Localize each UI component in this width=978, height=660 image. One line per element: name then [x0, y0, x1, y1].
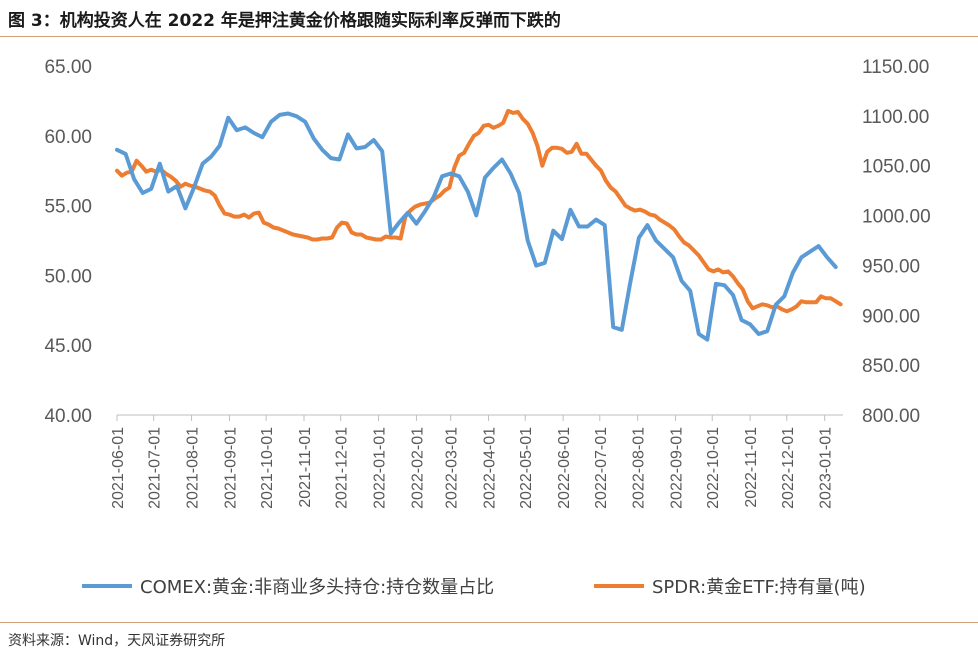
- x-tick-label: 2021-10-01: [259, 427, 276, 509]
- x-tick-label: 2022-07-01: [593, 427, 610, 509]
- x-tick-label: 2022-12-01: [780, 427, 797, 509]
- y-right-tick-label: 800.00: [862, 406, 920, 427]
- x-tick-label: 2023-01-01: [818, 427, 835, 509]
- chart-canvas: 2021-06-01 2021-07-01 2021-08-01 2021-09-01…: [44, 57, 931, 598]
- y-left-tick-label: 50.00: [44, 266, 92, 287]
- y-right-tick-label: 1000.00: [862, 207, 931, 228]
- source-note: 资料来源：Wind，天风证券研究所: [8, 633, 226, 649]
- x-tick-label: 2021-09-01: [222, 427, 239, 509]
- y-right-tick-label: 950.00: [862, 256, 920, 277]
- x-tick-label: 2022-01-01: [372, 427, 389, 509]
- x-tick-label: 2021-11-01: [297, 427, 314, 508]
- y-right-tick-label: 1100.00: [862, 107, 929, 128]
- y-right-tick-label: 850.00: [862, 356, 920, 377]
- y-left-tick-label: 60.00: [44, 127, 92, 148]
- y-right-tick-label: 1150.00: [862, 57, 929, 78]
- y-left-tick-label: 40.00: [44, 406, 92, 427]
- y-left-tick-label: 55.00: [44, 197, 92, 218]
- legend-label-spdr: SPDR:黄金ETF:持有量(吨): [652, 577, 866, 598]
- x-tick-label: 2021-08-01: [185, 427, 202, 509]
- x-tick-label: 2022-05-01: [518, 427, 535, 509]
- x-tick-label: 2022-09-01: [669, 427, 686, 509]
- x-tick-label: 2022-11-01: [743, 427, 760, 508]
- legend-label-comex: COMEX:黄金:非商业多头持仓:持仓数量占比: [140, 577, 494, 598]
- x-tick-label: 2021-12-01: [334, 427, 351, 509]
- x-tick-label: 2022-06-01: [556, 427, 573, 509]
- series-line-spdr: [115, 108, 843, 314]
- x-tick-label: 2022-10-01: [705, 427, 722, 509]
- y-left-tick-label: 65.00: [44, 57, 92, 78]
- y-right-tick-label: 1050.00: [862, 157, 931, 178]
- y-left-tick-label: 45.00: [44, 336, 92, 357]
- x-tick-label: 2021-07-01: [147, 427, 164, 509]
- x-tick-label: 2022-02-01: [409, 427, 426, 509]
- x-tick-label: 2022-03-01: [444, 427, 461, 509]
- chart-title: 图 3：机构投资人在 2022 年是押注黄金价格跟随实际利率反弹而下跌的: [8, 11, 561, 31]
- x-tick-label: 2021-06-01: [110, 427, 127, 509]
- x-tick-label: 2022-08-01: [631, 427, 648, 509]
- bottom-rule: [0, 622, 978, 623]
- x-tick-label: 2022-04-01: [482, 427, 499, 509]
- y-right-tick-label: 900.00: [862, 306, 920, 327]
- top-rule: [0, 36, 978, 37]
- series-line-comex: [115, 111, 838, 342]
